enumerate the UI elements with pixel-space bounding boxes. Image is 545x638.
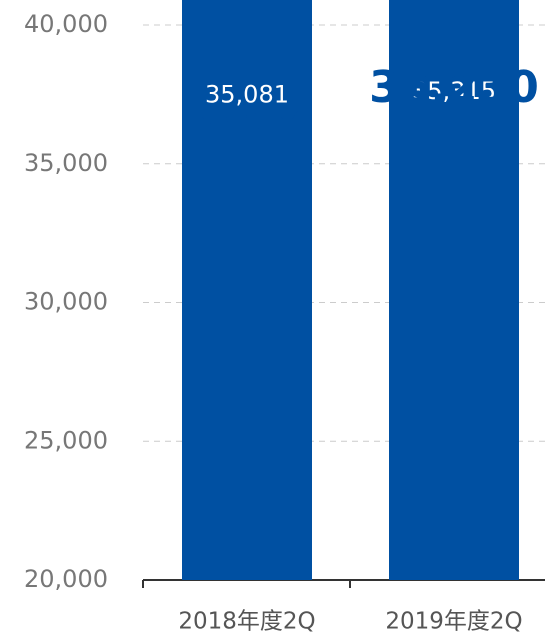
x-tick-label: 2019年度2Q: [385, 609, 522, 635]
total-label: 36,230: [369, 62, 539, 113]
y-tick-label: 20,000: [24, 565, 108, 593]
y-tick-label: 40,000: [24, 10, 108, 38]
bar-segment: [389, 0, 519, 580]
y-tick-label: 25,000: [24, 426, 108, 454]
x-tick-label: 2018年度2Q: [178, 609, 315, 635]
y-tick-label: 35,000: [24, 149, 108, 177]
total-label: 35,834: [185, 99, 308, 137]
y-tick-label: 30,000: [24, 288, 108, 316]
value-label: 35,315: [412, 77, 496, 105]
bar-segment: [182, 0, 312, 580]
value-label: 35,081: [205, 80, 289, 108]
